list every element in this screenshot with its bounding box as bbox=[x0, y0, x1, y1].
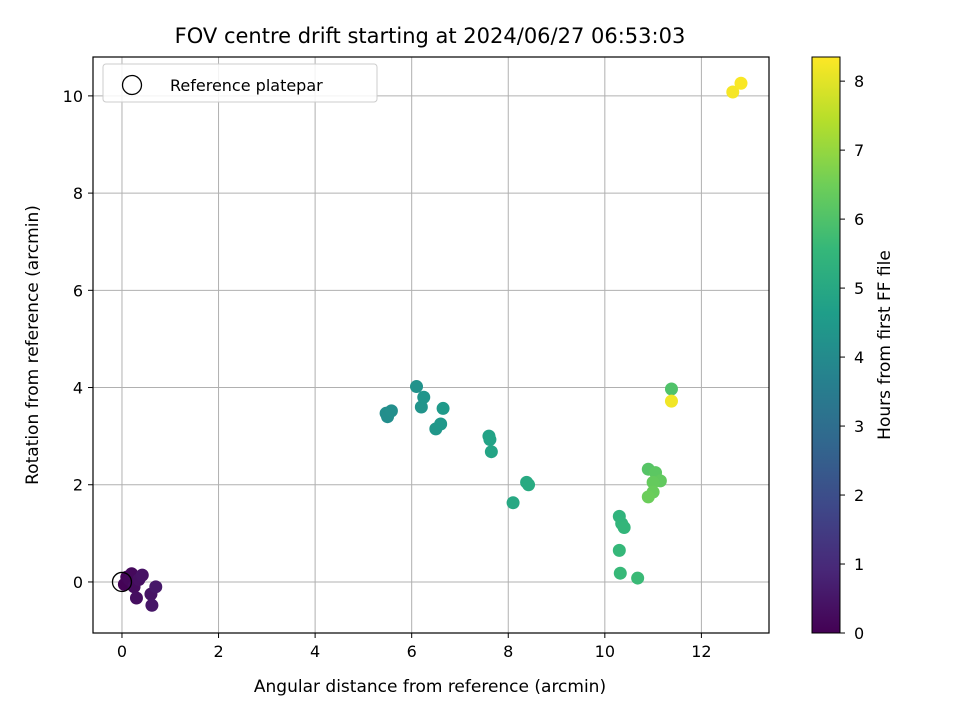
legend-box bbox=[102, 63, 378, 103]
x-tick-label: 4 bbox=[310, 642, 320, 661]
x-tick-label: 12 bbox=[691, 642, 711, 661]
chart-title: FOV centre drift starting at 2024/06/27 … bbox=[175, 24, 686, 48]
x-tick-label: 10 bbox=[595, 642, 615, 661]
data-point bbox=[384, 404, 398, 418]
data-points bbox=[111, 76, 748, 612]
y-tick-label: 10 bbox=[63, 87, 83, 106]
y-tick-label: 6 bbox=[73, 281, 83, 300]
data-point bbox=[664, 394, 678, 408]
grid bbox=[93, 57, 769, 633]
legend-reference-marker bbox=[121, 74, 143, 96]
data-point bbox=[129, 591, 143, 605]
x-axis-label: Angular distance from reference (arcmin) bbox=[254, 677, 606, 697]
data-point bbox=[436, 401, 450, 415]
colorbar-tick-label: 6 bbox=[854, 210, 864, 229]
data-point bbox=[506, 496, 520, 510]
data-point bbox=[149, 580, 163, 594]
data-point bbox=[613, 566, 627, 580]
data-point bbox=[484, 445, 498, 459]
y-tick-label: 2 bbox=[73, 476, 83, 495]
colorbar-label: Hours from first FF file bbox=[875, 250, 895, 440]
colorbar-tick-label: 0 bbox=[854, 624, 864, 643]
colorbar-tick-label: 7 bbox=[854, 141, 864, 160]
x-tick-label: 8 bbox=[503, 642, 513, 661]
colorbar-tick-label: 8 bbox=[854, 72, 864, 91]
data-point bbox=[417, 390, 431, 404]
colorbar-tick-label: 4 bbox=[854, 348, 864, 367]
x-tick-label: 2 bbox=[213, 642, 223, 661]
colorbar-tick-label: 1 bbox=[854, 555, 864, 574]
reference-marker bbox=[111, 571, 133, 593]
data-point bbox=[641, 490, 655, 504]
data-point bbox=[135, 568, 149, 582]
y-axis-label: Rotation from reference (arcmin) bbox=[23, 205, 43, 485]
colorbar-tick-label: 2 bbox=[854, 486, 864, 505]
legend: Reference platepar bbox=[102, 63, 378, 103]
colorbar-tick-label: 3 bbox=[854, 417, 864, 436]
data-point bbox=[646, 475, 660, 489]
y-tick-label: 4 bbox=[73, 379, 83, 398]
x-tick-label: 6 bbox=[407, 642, 417, 661]
data-point bbox=[617, 521, 631, 535]
data-point bbox=[522, 478, 536, 492]
data-point bbox=[612, 543, 626, 557]
plot-frame bbox=[92, 56, 770, 634]
colorbar-tick-label: 5 bbox=[854, 279, 864, 298]
y-tick-label: 0 bbox=[73, 573, 83, 592]
axes: 0 2 4 6 8 10 12 0 2 4 6 8 10 bbox=[63, 87, 712, 661]
colorbar: 0 1 2 3 4 5 6 7 8 Hours from first FF file bbox=[811, 56, 895, 643]
data-point bbox=[410, 380, 424, 394]
data-point bbox=[414, 400, 428, 414]
data-point bbox=[734, 76, 748, 90]
data-point bbox=[483, 433, 497, 447]
data-point bbox=[726, 85, 740, 99]
data-point bbox=[145, 598, 159, 612]
x-tick-label: 0 bbox=[117, 642, 127, 661]
data-point bbox=[434, 417, 448, 431]
data-point bbox=[664, 382, 678, 396]
y-tick-label: 8 bbox=[73, 184, 83, 203]
colorbar-ticks: 0 1 2 3 4 5 6 7 8 bbox=[840, 72, 864, 643]
legend-label-reference: Reference platepar bbox=[170, 76, 323, 95]
data-point bbox=[631, 571, 645, 585]
colorbar-gradient bbox=[811, 56, 841, 634]
